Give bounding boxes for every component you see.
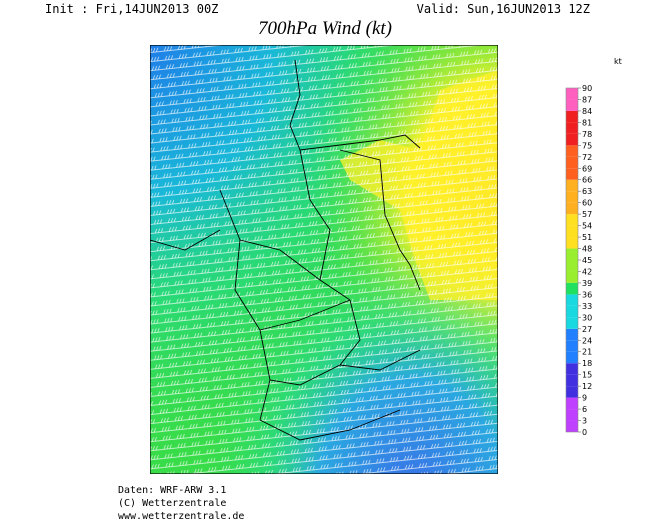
colorbar-label: 78 xyxy=(582,130,592,139)
colorbar-label: 33 xyxy=(582,302,592,311)
init-time: Init : Fri,14JUN2013 00Z xyxy=(45,2,218,16)
colorbar-label: 63 xyxy=(582,187,592,196)
colorbar-segment xyxy=(566,386,578,398)
colorbar: 9087848178757269666360575451484542393633… xyxy=(565,84,592,437)
colorbar-label: 9 xyxy=(582,394,587,403)
colorbar-segment xyxy=(566,282,578,295)
map xyxy=(150,45,498,474)
colorbar-label: 42 xyxy=(582,267,592,276)
colorbar-segment xyxy=(566,305,578,318)
map-title: 700hPa Wind (kt) xyxy=(258,18,392,39)
colorbar-segment xyxy=(566,179,578,192)
colorbar-segment xyxy=(566,248,578,260)
colorbar-label: 60 xyxy=(582,199,592,208)
colorbar-label: 36 xyxy=(582,290,592,299)
colorbar-label: 39 xyxy=(582,279,592,288)
colorbar-segment xyxy=(566,225,578,238)
colorbar-segment xyxy=(566,328,578,341)
colorbar-segment xyxy=(566,340,578,352)
colorbar-segment xyxy=(566,168,578,180)
colorbar-label: 90 xyxy=(582,84,592,93)
colorbar-segment xyxy=(566,420,578,432)
colorbar-segment xyxy=(566,145,578,157)
colorbar-label: 30 xyxy=(582,313,592,322)
footer-line: Daten: WRF-ARW 3.1 xyxy=(118,485,226,496)
colorbar-label: 21 xyxy=(582,348,592,357)
colorbar-segment xyxy=(566,202,578,215)
colorbar-label: 84 xyxy=(582,107,592,116)
colorbar-label: 0 xyxy=(582,428,587,437)
colorbar-label: 54 xyxy=(582,222,592,231)
colorbar-label: 12 xyxy=(582,382,592,391)
colorbar-unit: kt xyxy=(614,57,622,66)
colorbar-segment xyxy=(566,363,578,375)
colorbar-segment xyxy=(566,122,578,134)
colorbar-segment xyxy=(566,409,578,421)
colorbar-segment xyxy=(566,133,578,146)
colorbar-label: 3 xyxy=(582,417,587,426)
colorbar-label: 6 xyxy=(582,405,587,414)
footer-line: (C) Wetterzentrale xyxy=(118,498,226,509)
colorbar-segment xyxy=(566,110,578,123)
valid-time: Valid: Sun,16JUN2013 12Z xyxy=(417,2,590,16)
colorbar-label: 66 xyxy=(582,176,592,185)
colorbar-label: 24 xyxy=(582,336,592,345)
colorbar-label: 18 xyxy=(582,359,592,368)
colorbar-segment xyxy=(566,260,578,272)
colorbar-segment xyxy=(566,294,578,306)
colorbar-segment xyxy=(566,397,578,410)
colorbar-label: 15 xyxy=(582,371,592,380)
colorbar-label: 69 xyxy=(582,164,592,173)
colorbar-segment xyxy=(566,88,578,100)
colorbar-label: 45 xyxy=(582,256,592,265)
colorbar-segment xyxy=(566,374,578,387)
colorbar-label: 87 xyxy=(582,95,592,104)
colorbar-segment xyxy=(566,99,578,111)
colorbar-label: 81 xyxy=(582,118,592,127)
colorbar-label: 48 xyxy=(582,245,592,254)
colorbar-label: 51 xyxy=(582,233,592,242)
colorbar-label: 27 xyxy=(582,325,592,334)
colorbar-segment xyxy=(566,317,578,329)
colorbar-segment xyxy=(566,237,578,249)
colorbar-label: 57 xyxy=(582,210,592,219)
colorbar-segment xyxy=(566,271,578,283)
colorbar-segment xyxy=(566,191,578,203)
colorbar-segment xyxy=(566,156,578,169)
colorbar-label: 72 xyxy=(582,153,592,162)
colorbar-label: 75 xyxy=(582,141,592,150)
colorbar-segment xyxy=(566,351,578,364)
footer-line: www.wetterzentrale.de xyxy=(118,511,244,520)
colorbar-segment xyxy=(566,214,578,226)
